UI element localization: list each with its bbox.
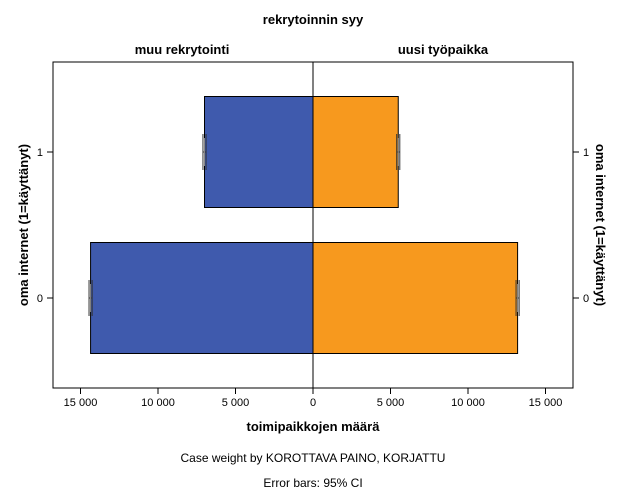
errorbar-uusi-ty-paikka-1 xyxy=(396,134,401,170)
x-tick-label: 15 000 xyxy=(529,397,563,409)
x-tick-label: 5 000 xyxy=(222,397,250,409)
y-tick-label-left: 1 xyxy=(37,147,43,159)
y-tick-label-left: 0 xyxy=(37,293,43,305)
y-axis-label-left: oma internet (1=käyttänyt) xyxy=(16,144,31,306)
bars-layer xyxy=(90,96,519,354)
x-tick-label: 10 000 xyxy=(141,397,175,409)
panel-label-muu-rekrytointi: muu rekrytointi xyxy=(135,42,230,57)
y-tick-label-right: 1 xyxy=(583,147,589,159)
bar-muu-rekrytointi-0 xyxy=(90,242,314,354)
errorbar-muu-rekrytointi-1 xyxy=(202,134,207,170)
errorbar-muu-rekrytointi-0 xyxy=(88,280,93,316)
y-tick-label-right: 0 xyxy=(583,293,589,305)
chart-title: rekrytoinnin syy xyxy=(263,12,364,27)
errorbar-uusi-ty-paikka-0 xyxy=(515,280,520,316)
y-axis-ticks: 1 1 0 0 xyxy=(37,147,589,305)
x-tick-label: 10 000 xyxy=(451,397,485,409)
y-axis-label-right: oma internet (1=käyttänyt) xyxy=(593,144,608,306)
bar-uusi-ty-paikka-1 xyxy=(312,96,399,208)
x-tick-label: 15 000 xyxy=(64,397,98,409)
footnote-case-weight: Case weight by KOROTTAVA PAINO, KORJATTU xyxy=(181,451,446,465)
x-tick-label: 0 xyxy=(310,397,316,409)
panel-label-uusi-tyopaikka: uusi työpaikka xyxy=(398,42,489,57)
x-axis-label: toimipaikkojen määrä xyxy=(247,419,381,434)
bar-uusi-ty-paikka-0 xyxy=(312,242,519,354)
bar-muu-rekrytointi-1 xyxy=(204,96,314,208)
errorbars-layer xyxy=(88,134,520,316)
x-axis-ticks: 15 000 10 000 5 000 0 5 000 10 000 15 000 xyxy=(64,388,563,409)
x-tick-label: 5 000 xyxy=(377,397,405,409)
footnote-error-bars: Error bars: 95% CI xyxy=(263,476,362,490)
